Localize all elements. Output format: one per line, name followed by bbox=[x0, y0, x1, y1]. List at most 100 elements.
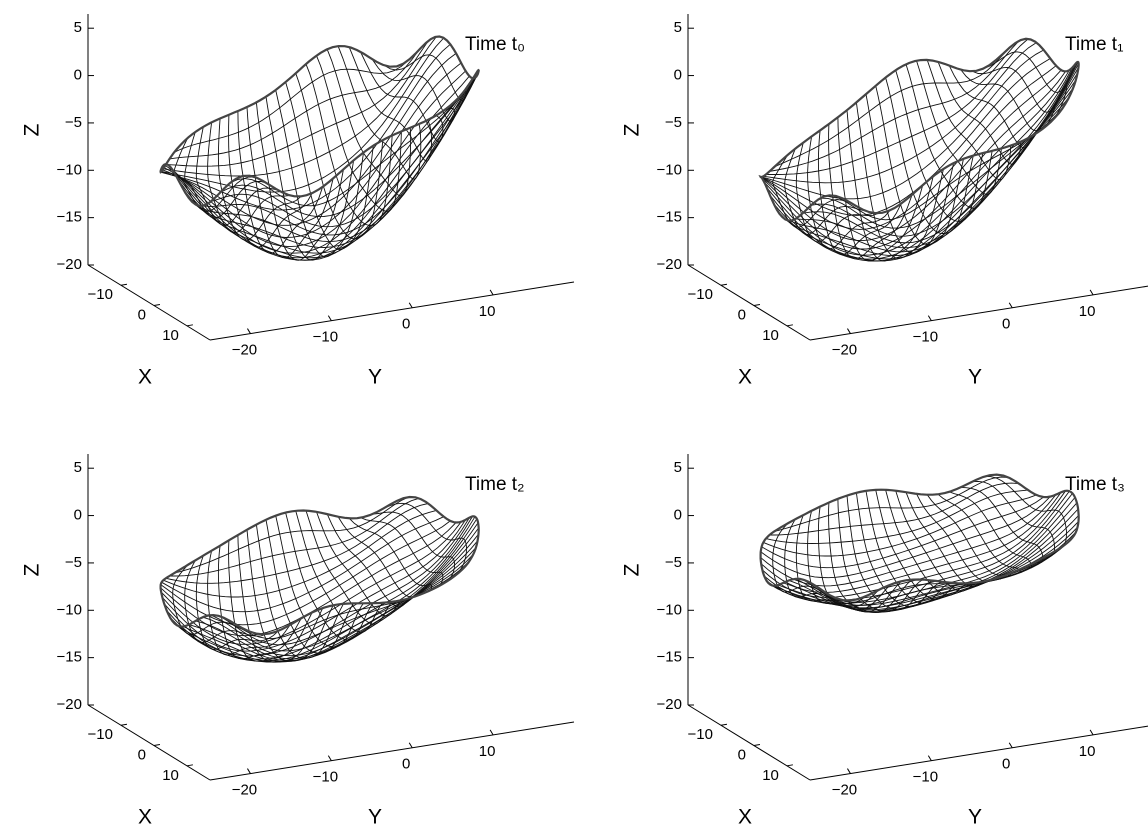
mesh-line bbox=[765, 38, 1029, 175]
mesh-line bbox=[905, 64, 993, 209]
z-tick-label: −15 bbox=[57, 209, 82, 226]
y-tick bbox=[247, 768, 251, 774]
x-tick-label: 10 bbox=[162, 767, 179, 784]
x-tick bbox=[753, 744, 761, 747]
y-axis-label: Y bbox=[368, 806, 382, 829]
z-tick-label: 5 bbox=[674, 19, 682, 36]
mesh-line bbox=[830, 104, 1066, 221]
z-tick-label: −10 bbox=[57, 601, 82, 618]
y-tick bbox=[489, 289, 494, 296]
x-tick-label: 0 bbox=[738, 747, 746, 764]
mesh-line bbox=[237, 110, 324, 254]
mesh-line bbox=[926, 494, 1012, 577]
mesh-line bbox=[777, 508, 1079, 611]
z-axis-label: Z bbox=[21, 123, 44, 136]
y-tick bbox=[927, 755, 932, 761]
mesh-line bbox=[760, 491, 1062, 593]
panel-title: Time t₁ bbox=[1065, 34, 1123, 55]
mesh-line bbox=[984, 51, 1067, 122]
mesh-line bbox=[180, 45, 397, 146]
mesh-line bbox=[202, 73, 477, 236]
y-tick bbox=[327, 315, 332, 321]
y-axis-label: Y bbox=[968, 806, 982, 829]
mesh-line bbox=[842, 113, 1060, 214]
mesh-line bbox=[169, 49, 420, 160]
z-tick-label: 0 bbox=[674, 67, 682, 84]
mesh-line bbox=[210, 77, 474, 228]
x-tick-label: −10 bbox=[88, 286, 113, 303]
z-tick-label: 5 bbox=[674, 459, 682, 476]
y-tick-label: 0 bbox=[1002, 316, 1010, 333]
mesh-line bbox=[830, 544, 1066, 603]
mesh-line bbox=[802, 531, 1077, 612]
mesh-line bbox=[762, 71, 1066, 250]
mesh-line bbox=[275, 515, 364, 648]
z-tick-label: −5 bbox=[65, 554, 82, 571]
mesh-line bbox=[177, 522, 479, 663]
x-tick bbox=[120, 723, 128, 726]
x-tick-label: −10 bbox=[88, 726, 113, 743]
x-tick-label: 0 bbox=[138, 307, 146, 324]
y-tick bbox=[327, 755, 332, 761]
y-tick-label: −10 bbox=[313, 769, 338, 786]
y-tick bbox=[847, 768, 851, 774]
panel: −20 −15 −10 −5 0 5 −10 0 10 −20 −10 0 10 Z X Y Time t₁ bbox=[621, 14, 1148, 389]
mesh-line bbox=[195, 70, 478, 243]
z-tick-label: −10 bbox=[57, 161, 82, 178]
mesh-line bbox=[166, 77, 473, 259]
x-tick bbox=[153, 744, 161, 747]
mesh-line bbox=[202, 547, 477, 657]
mesh-line bbox=[916, 493, 1002, 582]
x-tick bbox=[786, 324, 794, 327]
y-axis bbox=[809, 725, 1148, 781]
mesh-line bbox=[765, 489, 1029, 544]
mesh-line bbox=[371, 58, 456, 122]
mesh-line bbox=[972, 480, 1056, 558]
mesh-line bbox=[763, 42, 1037, 184]
panel: −20 −15 −10 −5 0 5 −10 0 10 −20 −10 0 10 Z X Y Time t₃ bbox=[621, 454, 1148, 829]
y-tick-label: −10 bbox=[313, 329, 338, 346]
mesh-line bbox=[795, 72, 1078, 249]
z-tick-label: −20 bbox=[57, 256, 82, 273]
y-tick-label: −10 bbox=[913, 769, 938, 786]
x-axis bbox=[87, 704, 211, 781]
x-axis bbox=[687, 704, 811, 781]
mesh-line bbox=[316, 511, 402, 617]
mesh-line bbox=[788, 521, 1079, 613]
mesh-line bbox=[360, 51, 444, 143]
z-tick-label: −15 bbox=[57, 649, 82, 666]
z-tick-label: 0 bbox=[74, 67, 82, 84]
x-axis-label: X bbox=[738, 366, 752, 389]
x-tick bbox=[186, 324, 194, 327]
x-tick-label: 10 bbox=[162, 327, 179, 344]
mesh-line bbox=[895, 70, 984, 222]
mesh-line bbox=[220, 83, 471, 218]
x-tick-label: 10 bbox=[762, 327, 779, 344]
y-axis-label: Y bbox=[968, 366, 982, 389]
y-axis-label: Y bbox=[368, 366, 382, 389]
y-tick-label: −20 bbox=[832, 782, 857, 799]
z-axis-label: Z bbox=[21, 563, 44, 576]
mesh-line bbox=[337, 45, 422, 180]
x-tick bbox=[153, 304, 161, 307]
y-tick-label: 0 bbox=[402, 756, 410, 773]
mesh-line bbox=[360, 517, 444, 589]
mesh-line bbox=[326, 49, 412, 197]
mesh-line bbox=[188, 69, 479, 248]
mesh-line bbox=[960, 69, 1044, 134]
y-tick bbox=[1008, 302, 1013, 309]
mesh-line bbox=[820, 540, 1071, 606]
mesh-line bbox=[348, 46, 433, 162]
x-axis-label: X bbox=[738, 806, 752, 829]
y-tick-label: 10 bbox=[1079, 743, 1096, 760]
mesh-line bbox=[348, 517, 433, 593]
mesh-line bbox=[372, 511, 456, 584]
mesh-line bbox=[169, 77, 476, 261]
mesh-line bbox=[295, 510, 384, 633]
y-tick bbox=[847, 328, 851, 334]
y-tick bbox=[1089, 289, 1094, 296]
mesh-line bbox=[820, 95, 1071, 229]
mesh-line bbox=[183, 527, 479, 663]
mesh-line bbox=[855, 102, 944, 259]
